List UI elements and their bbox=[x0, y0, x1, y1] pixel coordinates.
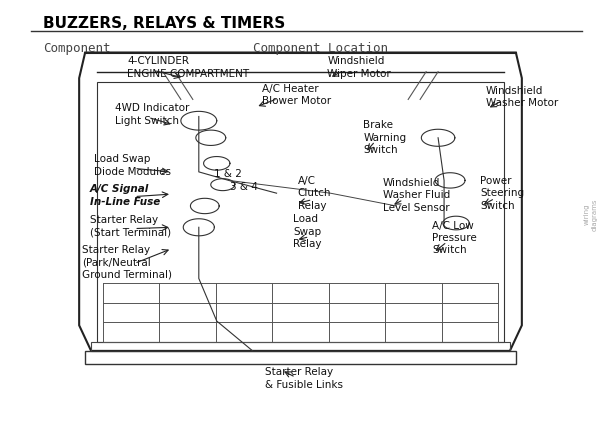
Text: Starter Relay
(Park/Neutral
Ground Terminal): Starter Relay (Park/Neutral Ground Termi… bbox=[82, 245, 172, 280]
Text: Windshield
Washer Fluid
Level Sensor: Windshield Washer Fluid Level Sensor bbox=[383, 178, 450, 213]
Text: Load
Swap
Relay: Load Swap Relay bbox=[293, 214, 322, 249]
Text: Load Swap
Diode Modules: Load Swap Diode Modules bbox=[94, 154, 171, 177]
Text: Windshield
Washer Motor: Windshield Washer Motor bbox=[486, 86, 558, 109]
Text: Starter Relay
(Start Terminal): Starter Relay (Start Terminal) bbox=[90, 215, 171, 238]
Text: 4WD Indicator
Light Switch: 4WD Indicator Light Switch bbox=[115, 103, 189, 126]
Text: A/C Heater
Blower Motor: A/C Heater Blower Motor bbox=[261, 84, 331, 106]
Text: 3 & 4: 3 & 4 bbox=[230, 182, 258, 192]
Text: Brake
Warning
Switch: Brake Warning Switch bbox=[364, 121, 406, 155]
Bar bbox=[85, 351, 516, 364]
Text: A/C
Clutch
Relay: A/C Clutch Relay bbox=[297, 176, 331, 211]
Text: Component: Component bbox=[43, 42, 111, 55]
Text: Component Location: Component Location bbox=[252, 42, 388, 55]
Bar bbox=[91, 342, 510, 351]
Text: A/C Low
Pressure
Switch: A/C Low Pressure Switch bbox=[432, 221, 477, 255]
Bar bbox=[97, 82, 504, 342]
Text: 1 & 2: 1 & 2 bbox=[214, 169, 242, 178]
Text: BUZZERS, RELAYS & TIMERS: BUZZERS, RELAYS & TIMERS bbox=[43, 16, 285, 31]
Text: 4-CYLINDER
ENGINE COMPARTMENT: 4-CYLINDER ENGINE COMPARTMENT bbox=[127, 56, 249, 79]
Text: Starter Relay
& Fusible Links: Starter Relay & Fusible Links bbox=[264, 367, 343, 390]
Text: wiring
diagrams: wiring diagrams bbox=[584, 198, 597, 231]
Text: Power
Steering
Switch: Power Steering Switch bbox=[480, 176, 524, 211]
Text: Windshield
Wiper Motor: Windshield Wiper Motor bbox=[328, 56, 391, 79]
Text: A/C Signal
In-Line Fuse: A/C Signal In-Line Fuse bbox=[90, 184, 160, 206]
